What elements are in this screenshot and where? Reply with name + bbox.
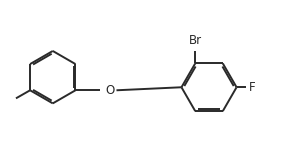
Text: O: O: [105, 84, 115, 97]
Text: F: F: [249, 81, 255, 94]
Text: Br: Br: [189, 34, 202, 47]
